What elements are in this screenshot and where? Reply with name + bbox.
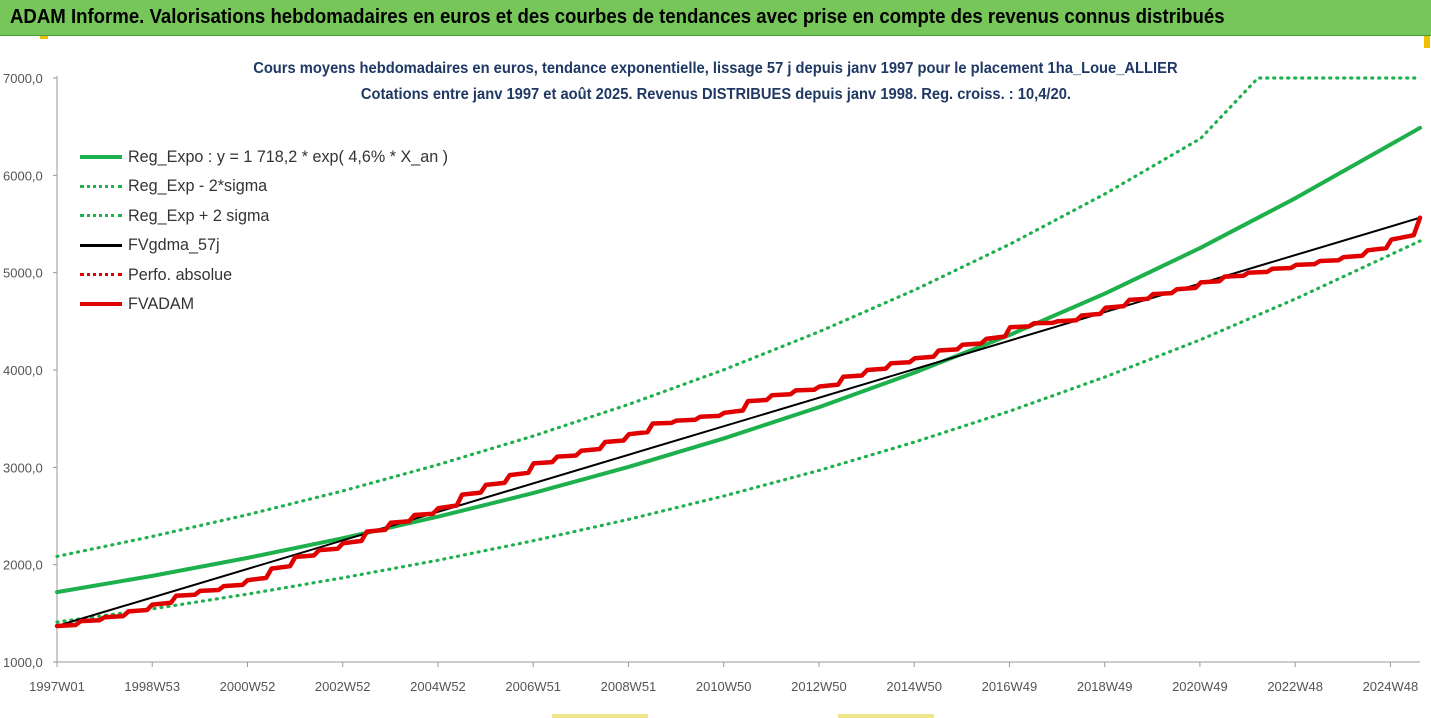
x-tick-label: 2020W49 [1172,679,1228,694]
report-banner-title: ADAM Informe. Valorisations hebdomadaire… [10,6,1225,28]
legend-swatch [80,243,122,247]
x-tick-label: 2004W52 [410,679,466,694]
legend-label: Reg_Expo : y = 1 718,2 * exp( 4,6% * X_a… [128,146,449,166]
legend-swatch [80,184,122,188]
series-line-2 [55,76,1422,558]
legend-swatch [80,273,122,277]
legend-label: FVgdma_57j [128,235,220,255]
series-line-5 [54,215,1423,629]
report-banner: ADAM Informe. Valorisations hebdomadaire… [0,0,1431,36]
legend-item: Reg_Exp - 2*sigma [80,172,465,202]
x-tick-label: 2002W52 [315,679,371,694]
legend-label: Perfo. absolue [128,264,233,284]
y-tick-label: 4000,0 [3,363,43,378]
bottom-mark-right [838,714,934,718]
legend-item: FVADAM [80,290,465,320]
x-tick-label: 2008W51 [601,679,657,694]
legend-swatch [80,154,122,159]
x-tick-label: 1998W53 [124,679,180,694]
x-tick-label: 2000W52 [220,679,276,694]
x-tick-label: 2024W48 [1363,679,1419,694]
x-tick-label: 1997W01 [29,679,85,694]
y-tick-label: 1000,0 [3,655,43,670]
y-tick-label: 6000,0 [3,168,43,183]
legend-swatch [80,214,122,218]
y-tick-label: 7000,0 [3,71,43,86]
x-tick-label: 2016W49 [982,679,1038,694]
series-line-3 [56,216,1421,627]
corner-mark-right [1424,36,1430,48]
legend-swatch [80,302,122,307]
x-tick-label: 2018W49 [1077,679,1133,694]
chart-subtitle-text: Cotations entre janv 1997 et août 2025. … [360,86,1071,103]
y-tick-label: 2000,0 [3,558,43,573]
chart-subtitle: Cotations entre janv 1997 et août 2025. … [0,86,1431,104]
chart-axes: 1000,0 2000,0 3000,0 4000,0 5000,0 6000,0 7000… [3,71,1420,694]
legend-label: Reg_Exp + 2 sigma [128,205,270,225]
legend-item: Perfo. absolue [80,260,465,290]
legend-label: Reg_Exp - 2*sigma [128,176,268,196]
bottom-mark-left [552,714,648,718]
x-tick-label: 2006W51 [505,679,561,694]
legend-item: Reg_Expo : y = 1 718,2 * exp( 4,6% * X_a… [80,142,465,172]
y-tick-label: 5000,0 [3,266,43,281]
x-tick-label: 2010W50 [696,679,752,694]
x-tick-label: 2014W50 [886,679,942,694]
chart-title-text: Cours moyens hebdomadaires en euros, ten… [253,60,1178,77]
y-tick-label: 3000,0 [3,460,43,475]
chart-series [54,76,1423,629]
x-tick-label: 2012W50 [791,679,847,694]
legend-item: FVgdma_57j [80,231,465,261]
legend-item: Reg_Exp + 2 sigma [80,201,465,231]
chart-title: Cours moyens hebdomadaires en euros, ten… [0,60,1431,78]
legend-label: FVADAM [128,294,195,314]
series-line-1 [55,239,1422,624]
series-line-0 [55,125,1422,595]
chart-legend: Reg_Expo : y = 1 718,2 * exp( 4,6% * X_a… [80,142,465,319]
corner-mark-left [40,36,48,39]
x-tick-label: 2022W48 [1267,679,1323,694]
